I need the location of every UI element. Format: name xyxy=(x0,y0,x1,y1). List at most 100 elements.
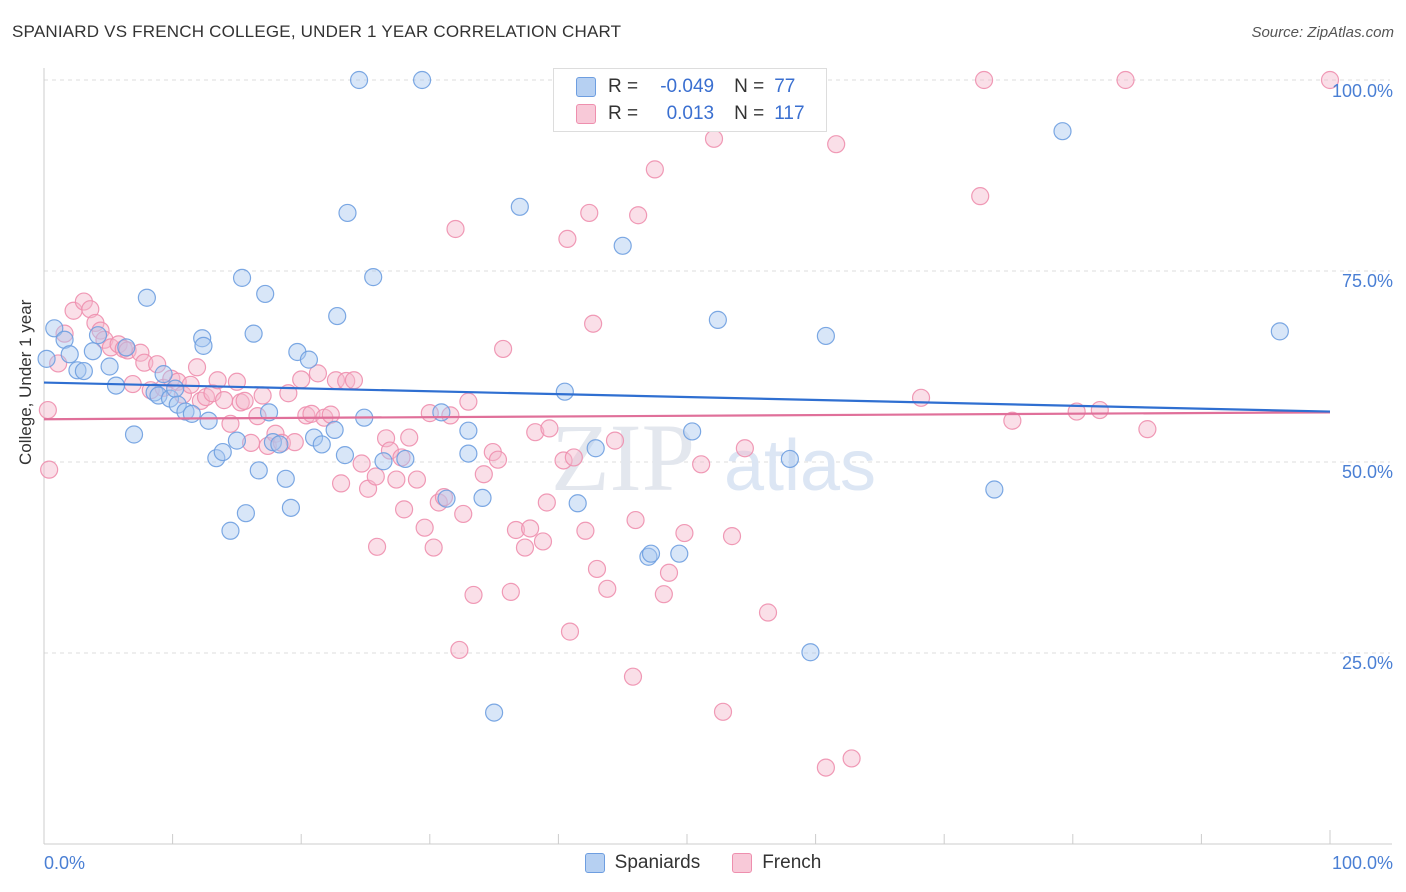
spaniards-point xyxy=(683,422,702,441)
spaniards-point xyxy=(249,461,268,480)
spaniards-point xyxy=(117,338,136,357)
spaniards-point xyxy=(259,403,279,422)
watermark: ZIP atlas xyxy=(551,404,876,511)
french-point xyxy=(285,433,304,452)
spaniards-point xyxy=(236,504,256,523)
spaniards-point xyxy=(124,425,144,444)
french-point xyxy=(704,129,724,148)
spaniards-point xyxy=(985,480,1004,499)
french-point xyxy=(74,292,93,311)
spaniards-point xyxy=(221,521,240,540)
french-point xyxy=(1138,420,1157,439)
spaniards-point xyxy=(412,70,432,90)
french-point xyxy=(675,523,694,543)
french-swatch xyxy=(576,104,596,124)
french-point xyxy=(308,364,328,383)
french-point xyxy=(248,407,267,426)
spaniards-point xyxy=(780,449,799,469)
spaniards-point xyxy=(473,488,492,508)
spaniards-point xyxy=(149,386,168,405)
french-point xyxy=(367,537,387,556)
french-point xyxy=(533,532,553,551)
french-point xyxy=(394,500,414,519)
french-point xyxy=(131,343,150,362)
french-point xyxy=(735,439,754,458)
r-label: R = xyxy=(608,103,639,124)
spaniards-point xyxy=(364,268,383,287)
spaniards-point xyxy=(154,365,173,384)
legend-item-french: French xyxy=(732,852,821,874)
french-point xyxy=(38,400,57,420)
french-point xyxy=(55,324,74,343)
watermark-zip: ZIP xyxy=(551,404,695,511)
spaniards-point xyxy=(88,326,108,345)
spaniards-point xyxy=(244,324,263,343)
spaniards-point xyxy=(555,382,574,401)
french-point xyxy=(459,392,478,411)
french-point xyxy=(1067,402,1086,421)
french-point xyxy=(1320,70,1340,90)
spaniards-point xyxy=(459,444,478,463)
french-point xyxy=(558,229,577,249)
french-point xyxy=(827,135,846,154)
french-point xyxy=(515,538,535,557)
spaniards-point xyxy=(276,469,295,488)
french-point xyxy=(560,622,580,641)
r-label: R = xyxy=(608,76,639,97)
french-point xyxy=(474,465,493,484)
axes xyxy=(43,68,1392,845)
french-legend-swatch xyxy=(732,853,753,873)
french-point xyxy=(584,314,603,333)
french-point xyxy=(387,470,406,489)
french-point xyxy=(605,431,625,450)
spaniards-point xyxy=(639,547,658,566)
spaniards-point xyxy=(137,288,156,307)
french-point xyxy=(526,423,545,442)
spaniards-point xyxy=(1053,122,1072,141)
spaniards-point xyxy=(816,326,835,346)
french-point xyxy=(540,419,559,438)
french-point xyxy=(407,470,427,489)
spaniards-point xyxy=(338,203,357,223)
french-trend-line xyxy=(43,411,1331,421)
x-tick-label-min: 0.0% xyxy=(44,853,85,873)
y-axis-label: College, Under 1 year xyxy=(16,299,35,465)
spaniards-point xyxy=(586,439,605,458)
spaniards-point xyxy=(60,345,79,364)
n-label: N = xyxy=(734,76,765,97)
x-tick-label-max: 100.0% xyxy=(1332,853,1393,873)
r-value-spaniards: -0.049 xyxy=(660,76,715,97)
stats-legend: R = -0.049 N = 77 R = 0.013 N = 117 xyxy=(553,68,827,132)
french-point xyxy=(564,448,583,467)
y-tick-label: 25.0% xyxy=(1342,653,1393,673)
n-value-french: 117 xyxy=(774,103,805,124)
french-point xyxy=(587,559,607,579)
french-point xyxy=(148,355,167,374)
french-point xyxy=(221,414,240,433)
grid-lines xyxy=(44,79,1390,654)
french-point xyxy=(40,460,59,479)
spaniards-point xyxy=(232,268,252,287)
r-value-french: 0.013 xyxy=(666,103,715,124)
spaniards-point xyxy=(45,319,64,338)
french-point xyxy=(713,702,733,721)
trend-lines xyxy=(43,381,1331,421)
french-point xyxy=(816,758,835,777)
chart-title: SPANIARD VS FRENCH COLLEGE, UNDER 1 YEAR… xyxy=(12,22,622,41)
french-point xyxy=(758,603,778,622)
spaniards-point xyxy=(182,404,201,423)
n-value-spaniards: 77 xyxy=(774,76,796,97)
series-legend: Spaniards French xyxy=(0,852,1406,874)
french-point xyxy=(494,339,513,359)
french-point xyxy=(692,455,711,474)
spaniards-point xyxy=(68,361,87,380)
french-point xyxy=(1116,70,1135,90)
french-point xyxy=(488,450,508,469)
french-point xyxy=(331,474,351,493)
french-point xyxy=(842,749,861,768)
french-point xyxy=(501,582,520,601)
spaniards-point xyxy=(199,411,218,430)
spaniards-point xyxy=(194,336,213,355)
french-point xyxy=(424,538,443,557)
spaniards-trend-line xyxy=(43,381,1331,413)
